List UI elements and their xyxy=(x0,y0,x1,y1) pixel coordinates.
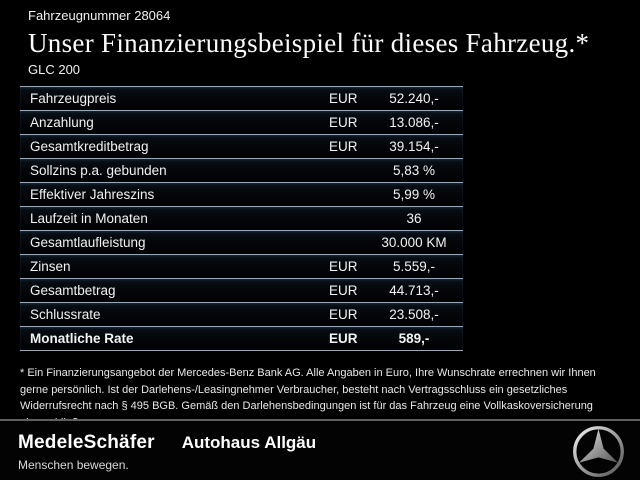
row-currency: EUR xyxy=(329,331,358,346)
row-value: 589,- xyxy=(398,331,430,346)
row-value: 36 xyxy=(406,211,422,226)
dealer-tagline: Menschen bewegen. xyxy=(18,458,129,472)
page-title: Unser Finanzierungsbeispiel für dieses F… xyxy=(28,28,590,58)
row-currency: EUR xyxy=(329,283,358,298)
table-row: Fahrzeugpreis EUR 52.240,- xyxy=(20,86,463,110)
row-value: 23.508,- xyxy=(389,307,439,322)
table-row: Schlussrate EUR 23.508,- xyxy=(20,302,463,326)
row-value: 13.086,- xyxy=(389,115,439,130)
vehicle-model: GLC 200 xyxy=(28,62,81,77)
row-label: Gesamtbetrag xyxy=(30,283,116,298)
financing-table: Fahrzeugpreis EUR 52.240,- Anzahlung EUR 13.0… xyxy=(20,86,463,351)
table-row: Zinsen EUR 5.559,- xyxy=(20,254,463,278)
table-row: Anzahlung EUR 13.086,- xyxy=(20,110,463,134)
row-value: 52.240,- xyxy=(389,91,439,106)
row-value: 44.713,- xyxy=(389,283,439,298)
header: Fahrzeugnummer 28064 Unser Finanzierungs… xyxy=(0,0,640,77)
dealer-block: MedeleSchäfer Autohaus Allgäu Menschen b… xyxy=(18,432,316,472)
row-label: Fahrzeugpreis xyxy=(30,91,117,106)
dealer-name: Autohaus Allgäu xyxy=(181,433,317,452)
row-value: 5,99 % xyxy=(392,187,436,202)
row-value: 39.154,- xyxy=(389,139,439,154)
table-row: Gesamtbetrag EUR 44.713,- xyxy=(20,278,463,302)
dealer-logo-row: MedeleSchäfer Autohaus Allgäu xyxy=(18,432,316,454)
dealer-logo: MedeleSchäfer xyxy=(18,432,155,453)
row-label: Schlussrate xyxy=(30,307,101,322)
table-row: Gesamtkreditbetrag EUR 39.154,- xyxy=(20,134,463,158)
footer: MedeleSchäfer Autohaus Allgäu Menschen b… xyxy=(0,419,640,480)
row-label: Monatliche Rate xyxy=(30,331,134,346)
row-value: 30.000 KM xyxy=(381,235,447,250)
table-row: Laufzeit in Monaten 36 xyxy=(20,206,463,230)
mercedes-star-icon xyxy=(573,426,624,477)
table-row: Effektiver Jahreszins 5,99 % xyxy=(20,182,463,206)
row-label: Laufzeit in Monaten xyxy=(30,211,148,226)
vehicle-number: Fahrzeugnummer 28064 xyxy=(28,8,171,23)
table-row: Gesamtlaufleistung 30.000 KM xyxy=(20,230,463,254)
row-currency: EUR xyxy=(329,115,358,130)
table-row: Monatliche Rate EUR 589,- xyxy=(20,326,463,350)
row-label: Anzahlung xyxy=(30,115,94,130)
row-label: Gesamtlaufleistung xyxy=(30,235,146,250)
row-value: 5,83 % xyxy=(392,163,436,178)
table-row: Sollzins p.a. gebunden 5,83 % xyxy=(20,158,463,182)
row-label: Gesamtkreditbetrag xyxy=(30,139,149,154)
row-label: Sollzins p.a. gebunden xyxy=(30,163,167,178)
row-label: Zinsen xyxy=(30,259,71,274)
row-currency: EUR xyxy=(329,91,358,106)
row-label: Effektiver Jahreszins xyxy=(30,187,155,202)
row-value: 5.559,- xyxy=(392,259,436,274)
row-currency: EUR xyxy=(329,307,358,322)
row-currency: EUR xyxy=(329,139,358,154)
row-currency: EUR xyxy=(329,259,358,274)
